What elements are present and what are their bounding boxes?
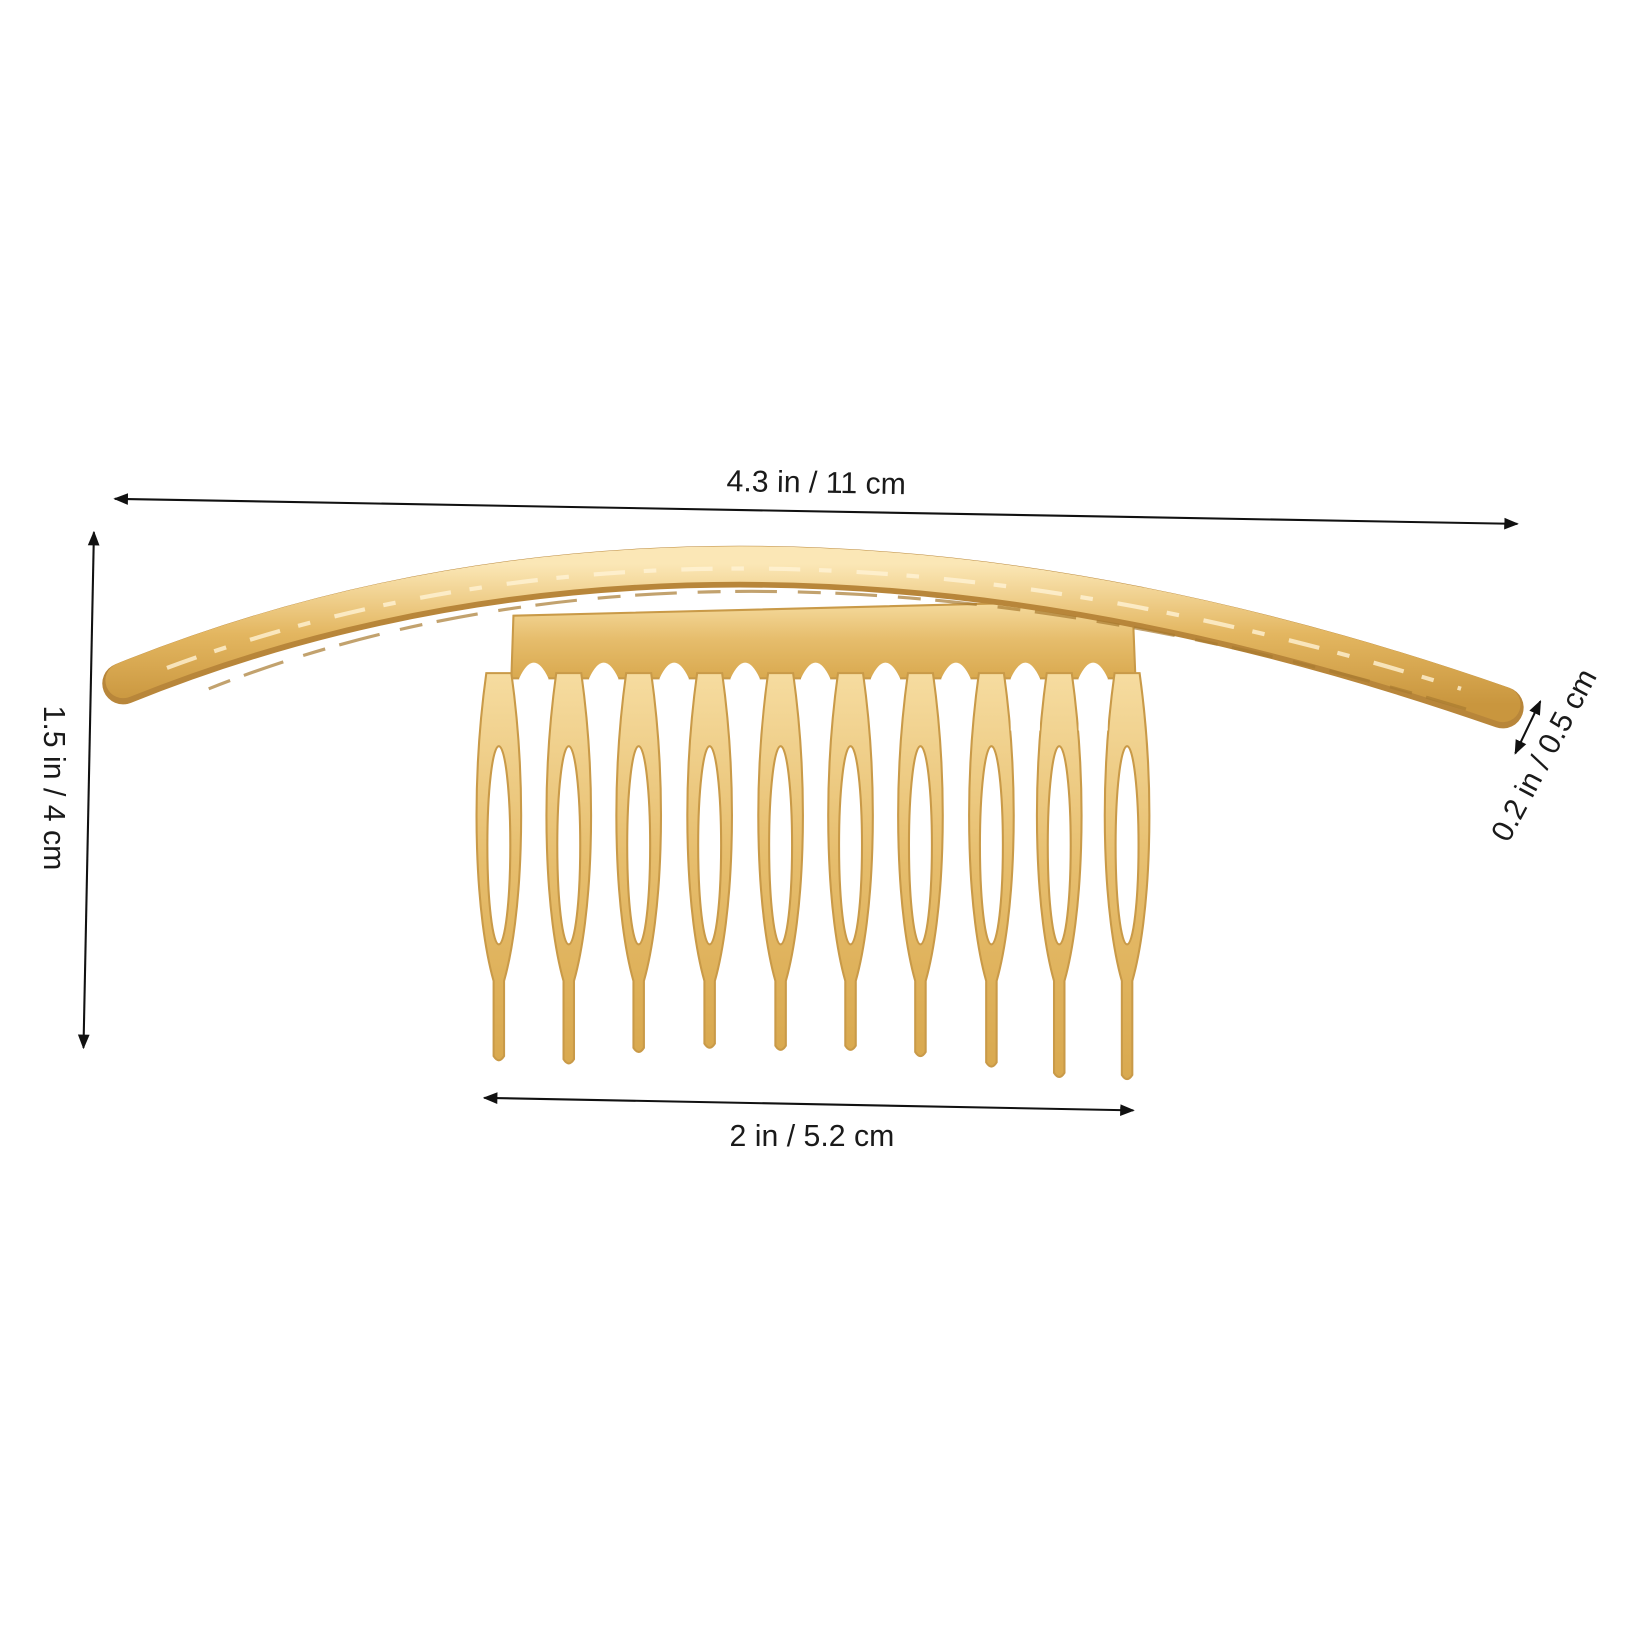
comb-tooth-slot [907, 745, 933, 946]
comb-gap [941, 662, 971, 731]
thickness-arrow [1514, 699, 1542, 755]
height-arrow [77, 530, 100, 1050]
comb-gap [659, 662, 689, 731]
comb-tooth-slot [768, 745, 794, 946]
comb [475, 598, 1151, 1081]
comb-gap [1010, 662, 1040, 731]
comb-gap [1078, 662, 1108, 731]
comb-gap [870, 662, 901, 731]
comb-tooth-slot [556, 745, 582, 946]
comb-gap [519, 662, 549, 731]
comb-gap [730, 662, 760, 731]
comb-width-arrow [482, 1092, 1135, 1116]
length-label: 4.3 in / 11 cm [726, 465, 906, 501]
comb-tooth-slot [838, 745, 864, 946]
length-arrow [113, 493, 1519, 530]
comb-tooth-slot [1046, 745, 1072, 946]
comb-tooth-slot [978, 745, 1004, 946]
height-label: 1.5 in / 4 cm [37, 706, 70, 871]
comb-tooth-slot [626, 745, 652, 946]
comb-gap [800, 662, 831, 731]
comb-gap [589, 662, 619, 731]
comb-tooth-slot [697, 745, 723, 946]
comb-width-label: 2 in / 5.2 cm [730, 1120, 895, 1153]
comb-tooth-slot [486, 745, 512, 946]
comb-tooth-slot [1114, 745, 1140, 946]
